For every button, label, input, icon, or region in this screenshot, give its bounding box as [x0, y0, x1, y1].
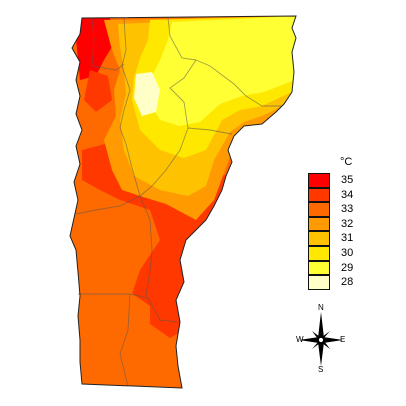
legend-label: 33 [341, 203, 354, 216]
compass-needle-nw [312, 331, 321, 340]
compass-east-label: E [340, 335, 346, 344]
county-line-addison [75, 195, 141, 215]
legend-item: 33 [308, 202, 378, 217]
county-line-windsor [147, 297, 179, 323]
legend-swatch [308, 202, 330, 217]
compass-north-label: N [318, 303, 324, 312]
compass-rose: N S E W [296, 304, 346, 374]
legend-item: 31 [308, 231, 378, 246]
legend-item: 35 [308, 173, 378, 188]
band-28 [134, 72, 160, 116]
legend-swatch [308, 231, 330, 246]
legend-label: 29 [341, 261, 354, 274]
compass-needle-east [321, 337, 343, 343]
compass-needle-south [318, 340, 324, 366]
band-29 [148, 16, 296, 126]
legend-label: 32 [341, 217, 354, 230]
legend-label: 31 [341, 232, 354, 245]
legend-swatch [308, 246, 330, 261]
legend-label: 28 [341, 276, 354, 289]
county-line-essex [195, 59, 282, 107]
compass-needle-se [321, 340, 330, 349]
legend-title: °C [340, 156, 353, 168]
county-line-bennington [119, 293, 131, 387]
county-line-washington [139, 127, 189, 197]
county-line-orange [139, 195, 153, 297]
legend-swatch [308, 260, 330, 276]
county-line-lamoille [169, 59, 197, 129]
legend-label: 34 [341, 188, 354, 201]
legend-item: 28 [308, 275, 378, 290]
band-35-northwest [74, 18, 116, 80]
county-line-franklin [119, 17, 131, 129]
compass-south-label: S [318, 365, 324, 374]
legend-label: 35 [341, 174, 354, 186]
legend-label: 30 [341, 247, 354, 259]
compass-needle-west [299, 337, 321, 343]
legend-swatch [308, 216, 330, 232]
compass-needle-north [318, 312, 324, 340]
legend-item: 32 [308, 216, 378, 232]
legend-item: 29 [308, 260, 378, 276]
compass-needle-sw [312, 340, 321, 349]
county-line-chittenden [119, 127, 141, 197]
county-line-orleans [167, 17, 197, 61]
legend-swatch [308, 187, 330, 203]
compass-rose-icon [299, 312, 343, 366]
legend-swatch [308, 275, 330, 290]
compass-center [318, 337, 324, 343]
county-line-grand-isle [91, 17, 125, 71]
compass-west-label: W [296, 335, 304, 344]
compass-needle-ne [321, 331, 330, 340]
legend-item: 30 [308, 246, 378, 261]
legend-swatch [308, 173, 330, 188]
county-line-caledonia [187, 127, 233, 135]
legend-item: 34 [308, 187, 378, 203]
county-boundaries [75, 17, 282, 387]
band-34-northwest [84, 70, 112, 112]
